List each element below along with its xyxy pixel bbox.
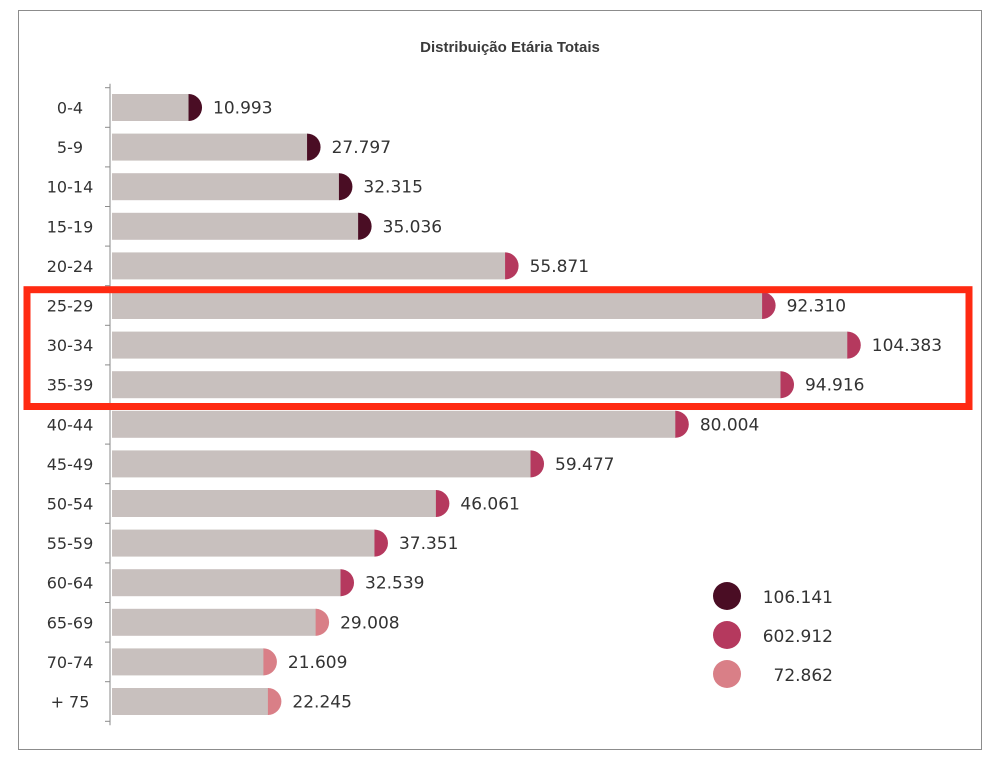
category-label-3: 15-19 [47,217,94,236]
category-label-13: 65-69 [47,613,94,632]
value-label-11: 37.351 [399,534,458,554]
value-label-2: 32.315 [363,178,422,198]
chart-title: Distribuição Etária Totais [420,39,600,56]
bar-cap-65-69 [315,608,330,636]
bar-30-34 [112,331,849,359]
category-label-7: 35-39 [47,376,94,395]
highlight-box-layer [23,286,973,411]
bar-45-49 [112,450,532,478]
category-label-4: 20-24 [47,257,94,276]
value-label-13: 29.008 [340,613,399,633]
value-label-10: 46.061 [460,495,519,515]
bar-cap-10-14 [338,173,353,201]
category-label-0: 0-4 [57,99,83,118]
category-label-10: 50-54 [47,495,94,514]
bar-10-14 [112,173,340,201]
bar-cap-45-49 [530,450,545,478]
bar-cap-5-9 [307,133,321,161]
bar-15-19 [112,212,360,240]
bar-65-69 [112,608,317,636]
legend-label-2: 72.862 [774,666,833,686]
bars: 10.993 27.797 32.315 35.036 55.871 92.310 104.… [112,94,942,715]
value-label-9: 59.477 [555,455,614,475]
bar-cap-55-59 [374,529,388,557]
legend: 106.141 602.912 72.862 [713,582,833,688]
bar-0-4 [112,94,190,121]
bar-cap-60-64 [340,569,355,597]
category-label-5: 25-29 [47,297,94,316]
category-label-15: + 75 [51,693,90,712]
bar-35-39 [112,371,782,399]
bar-20-24 [112,252,507,280]
bar-cap-0-4 [188,94,203,121]
value-label-8: 80.004 [700,415,759,435]
value-label-15: 22.245 [292,693,351,713]
value-label-3: 35.036 [383,217,442,237]
value-label-0: 10.993 [213,99,272,119]
bar-40-44 [112,410,677,438]
bar-60-64 [112,569,342,597]
bar-cap-50-54 [435,490,450,517]
bar-+ 75 [112,688,269,715]
category-label-9: 45-49 [47,455,94,474]
bar-cap-15-19 [358,212,372,240]
y-axis: 0-4 5-9 10-14 15-19 20-24 25-29 30-34 35-39 40-4… [47,83,111,726]
bar-cap-70-74 [263,648,277,676]
bar-5-9 [112,133,309,161]
bar-70-74 [112,648,265,676]
bar-cap-25-29 [762,292,776,319]
category-label-6: 30-34 [47,336,94,355]
bar-25-29 [112,292,764,319]
category-label-1: 5-9 [57,138,83,157]
value-label-1: 27.797 [332,138,391,158]
bar-cap-20-24 [505,252,519,280]
legend-marker-2 [713,660,741,688]
legend-label-0: 106.141 [763,588,833,608]
category-label-14: 70-74 [47,653,94,672]
category-label-11: 55-59 [47,534,94,553]
bar-cap-40-44 [675,410,689,438]
category-label-8: 40-44 [47,415,94,434]
bar-cap-30-34 [847,331,861,359]
value-label-5: 92.310 [787,297,846,317]
value-label-4: 55.871 [530,257,589,277]
legend-marker-1 [713,621,741,649]
bar-50-54 [112,490,437,517]
value-label-6: 104.383 [872,336,942,356]
bar-cap-+ 75 [267,688,282,715]
category-label-12: 60-64 [47,574,94,593]
legend-label-1: 602.912 [763,627,833,647]
highlight-box [23,286,973,411]
category-label-2: 10-14 [47,178,94,197]
value-label-14: 21.609 [288,653,347,673]
bar-55-59 [112,529,376,557]
value-label-12: 32.539 [365,574,424,594]
value-label-7: 94.916 [805,376,864,396]
bar-cap-35-39 [780,371,794,399]
legend-marker-0 [713,582,741,610]
